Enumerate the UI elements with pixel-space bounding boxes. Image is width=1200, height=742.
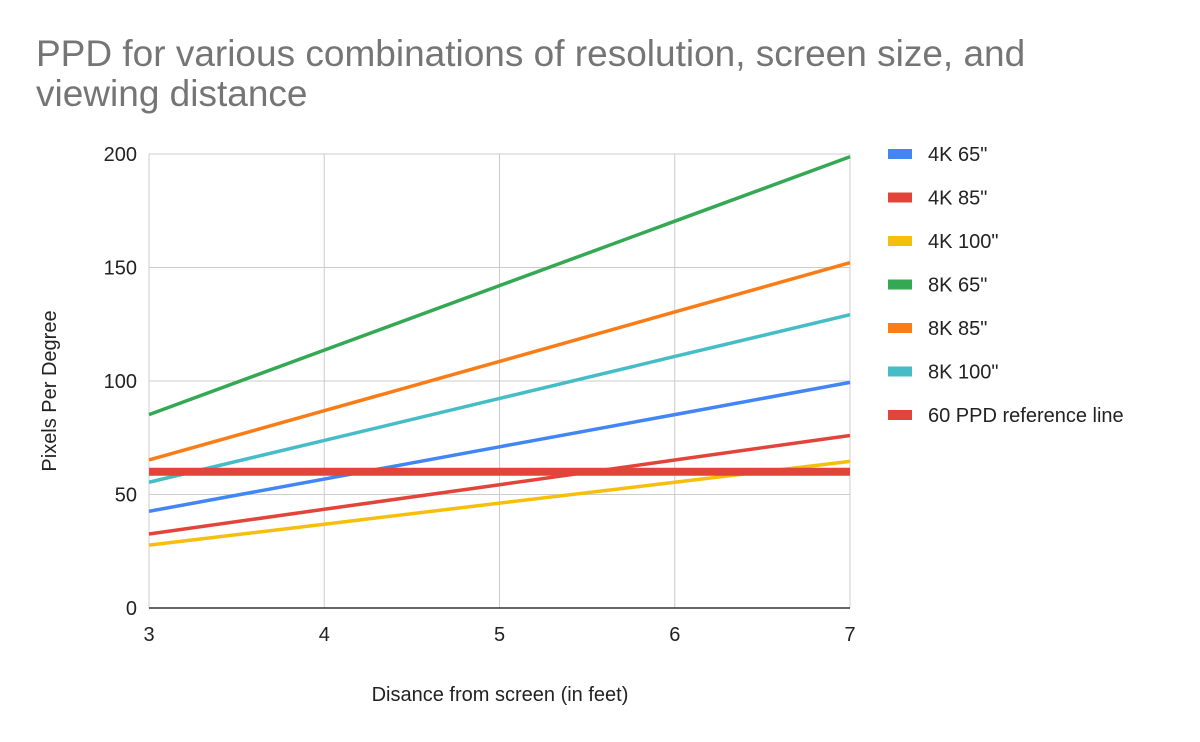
legend-label: 4K 85" xyxy=(928,188,987,210)
legend-label: 8K 100" xyxy=(928,362,999,384)
legend-swatch xyxy=(888,149,912,159)
legend-swatch xyxy=(888,323,912,333)
legend-swatch xyxy=(888,192,912,203)
legend-label: 4K 100" xyxy=(928,231,999,253)
series-line xyxy=(148,155,851,417)
series-line xyxy=(148,261,851,462)
legend-label: 8K 85" xyxy=(928,318,987,340)
y-tick-label: 150 xyxy=(104,258,137,280)
series-line xyxy=(148,433,851,536)
legend-swatch xyxy=(888,410,912,420)
axes: 0 50 100 150 200 3 4 5 6 7 xyxy=(104,144,856,646)
legend: 4K 65" 4K 85" 4K 100" 8K 65" 8K 85" 8K 100" 60… xyxy=(888,144,1124,427)
chart-title: PPD for various combinations of resoluti… xyxy=(36,33,1026,114)
series-line xyxy=(148,380,851,514)
series-line xyxy=(148,313,851,484)
series-lines xyxy=(148,155,851,547)
legend-swatch xyxy=(888,366,912,377)
legend-swatch xyxy=(888,279,912,290)
x-tick-label: 5 xyxy=(494,624,505,646)
legend-label: 60 PPD reference line xyxy=(928,405,1124,427)
x-tick-label: 7 xyxy=(844,624,855,646)
x-axis-title: Disance from screen (in feet) xyxy=(372,684,629,706)
gridlines xyxy=(148,153,851,608)
y-tick-label: 100 xyxy=(104,371,137,393)
y-tick-label: 0 xyxy=(126,598,137,620)
y-tick-label: 50 xyxy=(115,485,137,507)
y-tick-label: 200 xyxy=(104,144,137,166)
legend-label: 4K 65" xyxy=(928,144,987,166)
y-axis-title: Pixels Per Degree xyxy=(39,310,61,471)
legend-swatch xyxy=(888,236,912,246)
x-tick-label: 4 xyxy=(319,624,330,646)
x-tick-label: 3 xyxy=(143,624,154,646)
x-tick-label: 6 xyxy=(669,624,680,646)
legend-label: 8K 65" xyxy=(928,275,987,297)
